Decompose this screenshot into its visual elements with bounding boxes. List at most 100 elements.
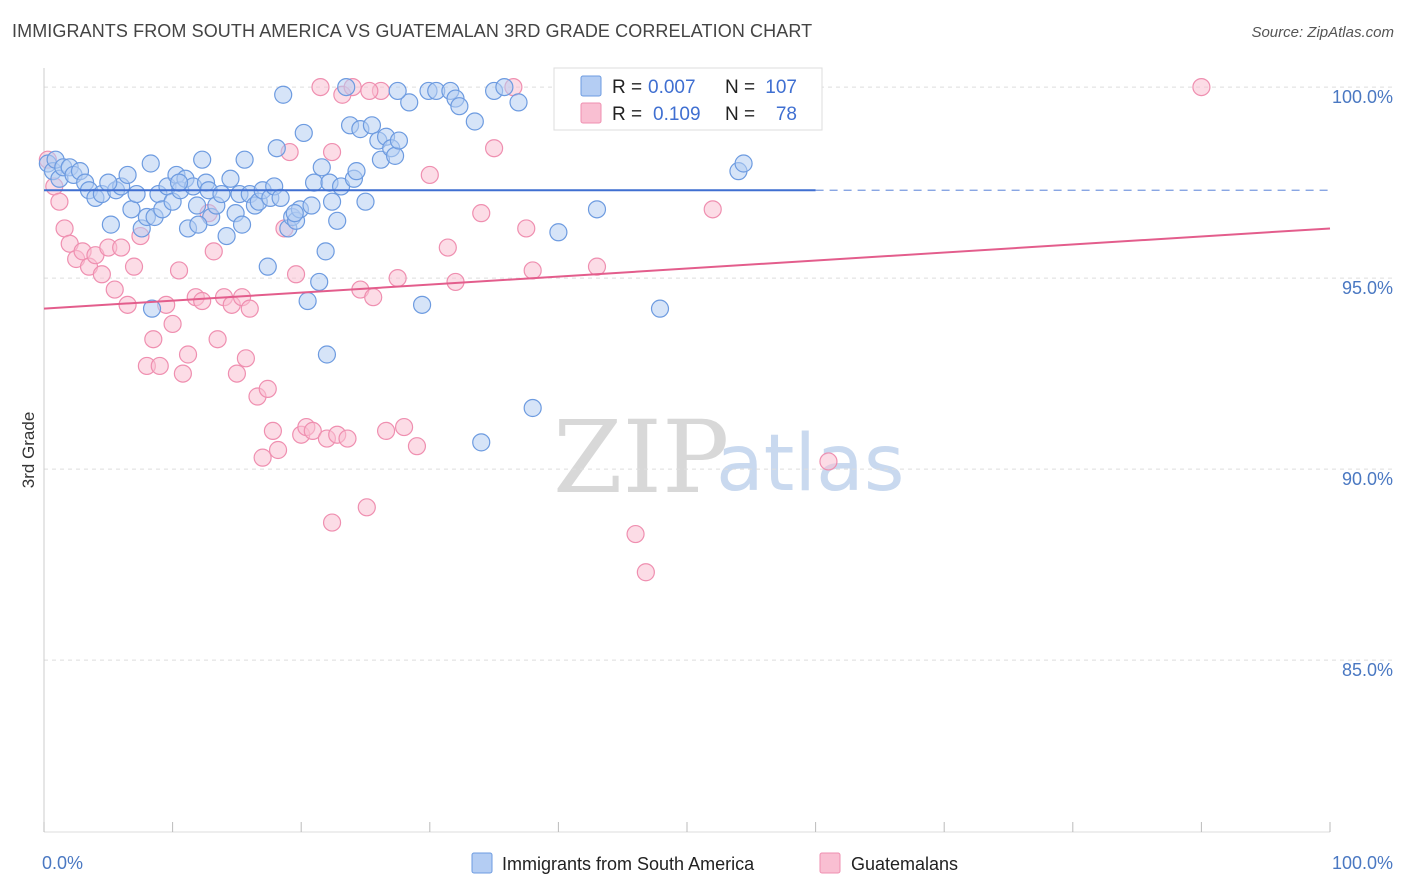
- watermark-atlas: atlas: [716, 419, 905, 509]
- data-point-south-america: [141, 154, 160, 173]
- stats-swatch-pink: [580, 102, 602, 124]
- data-point-south-america: [212, 184, 231, 204]
- y-tick-label: 100.0%: [1332, 87, 1393, 107]
- data-point-guatemalans: [438, 238, 457, 257]
- data-point-guatemalans: [268, 440, 288, 460]
- data-point-south-america: [267, 139, 286, 158]
- data-point-guatemalans: [322, 513, 342, 532]
- data-point-guatemalans: [364, 288, 383, 307]
- data-point-south-america: [142, 299, 162, 318]
- data-point-guatemalans: [626, 524, 645, 544]
- x-tick-label-right: 100.0%: [1332, 853, 1393, 873]
- data-point-south-america: [509, 93, 528, 112]
- y-tick-label: 85.0%: [1342, 660, 1393, 680]
- stats-n-value-pink: 78: [776, 104, 797, 125]
- data-point-guatemalans: [357, 498, 376, 517]
- x-tick-label-left: 0.0%: [42, 853, 83, 873]
- data-point-south-america: [587, 200, 607, 219]
- x-tick-marks: [43, 822, 1331, 832]
- series-guatemalans-points: [38, 77, 1211, 582]
- data-point-guatemalans: [1192, 77, 1211, 97]
- data-point-guatemalans: [587, 257, 607, 276]
- stats-n-label-blue: N =: [725, 77, 755, 98]
- data-point-south-america: [328, 211, 347, 230]
- data-point-guatemalans: [193, 291, 212, 311]
- data-point-south-america: [495, 77, 514, 97]
- data-point-south-america: [118, 165, 137, 185]
- data-point-south-america: [285, 204, 304, 223]
- data-point-guatemalans: [124, 257, 144, 276]
- data-point-south-america: [317, 345, 337, 364]
- data-point-guatemalans: [105, 280, 124, 299]
- legend-label-blue: Immigrants from South America: [502, 854, 755, 874]
- trend-line-guatemalans: [43, 227, 1331, 310]
- data-point-south-america: [465, 112, 484, 131]
- data-point-south-america: [302, 196, 321, 215]
- data-point-south-america: [400, 93, 419, 112]
- data-point-guatemalans: [322, 142, 342, 162]
- data-point-guatemalans: [50, 192, 69, 211]
- data-point-guatemalans: [485, 139, 504, 158]
- data-point-guatemalans: [360, 81, 379, 101]
- data-point-south-america: [734, 154, 753, 173]
- data-point-guatemalans: [311, 77, 330, 97]
- data-point-guatemalans: [253, 448, 272, 467]
- data-point-south-america: [549, 223, 568, 242]
- data-point-guatemalans: [240, 299, 259, 318]
- data-point-south-america: [356, 192, 375, 211]
- stats-n-value-blue: 107: [765, 77, 797, 98]
- data-point-south-america: [385, 146, 405, 165]
- data-point-guatemalans: [819, 452, 838, 471]
- watermark-zip: ZIP: [553, 399, 729, 516]
- stats-n-label-pink: N =: [725, 104, 755, 125]
- data-point-south-america: [337, 77, 356, 97]
- data-point-south-america: [316, 242, 335, 261]
- data-point-south-america: [221, 169, 240, 188]
- data-point-guatemalans: [118, 295, 137, 314]
- data-point-south-america: [294, 123, 313, 143]
- data-point-guatemalans: [178, 345, 198, 364]
- data-point-guatemalans: [394, 417, 414, 437]
- y-tick-label: 95.0%: [1342, 278, 1393, 298]
- series-south-america-points: [38, 77, 753, 452]
- legend: Immigrants from South America Guatemalan…: [471, 852, 958, 874]
- data-point-south-america: [523, 398, 542, 418]
- data-point-guatemalans: [163, 314, 182, 334]
- stats-swatch-blue: [580, 75, 602, 97]
- data-point-south-america: [388, 81, 407, 101]
- data-point-guatemalans: [407, 437, 427, 456]
- data-point-guatemalans: [144, 330, 163, 349]
- data-point-south-america: [193, 150, 212, 169]
- stats-r-value-pink: 0.109: [653, 104, 701, 125]
- data-point-south-america: [472, 433, 491, 452]
- y-axis-label: 3rd Grade: [19, 412, 38, 489]
- data-point-south-america: [99, 173, 118, 192]
- data-point-guatemalans: [204, 242, 223, 261]
- data-point-guatemalans: [388, 269, 407, 288]
- data-point-south-america: [101, 215, 120, 234]
- data-point-south-america: [235, 150, 254, 169]
- data-point-guatemalans: [208, 330, 227, 349]
- data-point-guatemalans: [286, 265, 306, 284]
- data-point-south-america: [274, 85, 293, 104]
- data-point-guatemalans: [517, 219, 536, 238]
- data-point-guatemalans: [169, 261, 189, 280]
- data-point-south-america: [169, 173, 189, 192]
- data-point-guatemalans: [420, 165, 439, 185]
- data-point-guatemalans: [523, 261, 542, 280]
- data-point-guatemalans: [258, 379, 277, 398]
- y-tick-label: 90.0%: [1342, 469, 1393, 489]
- data-point-south-america: [217, 226, 236, 246]
- data-point-guatemalans: [55, 219, 74, 238]
- data-point-south-america: [232, 215, 252, 234]
- data-point-guatemalans: [303, 421, 322, 440]
- legend-swatch-pink: [819, 852, 841, 874]
- data-point-south-america: [127, 184, 146, 204]
- data-point-south-america: [310, 272, 329, 292]
- data-point-guatemalans: [338, 429, 357, 448]
- data-point-south-america: [362, 116, 382, 135]
- data-point-south-america: [650, 299, 670, 318]
- data-point-guatemalans: [173, 364, 192, 383]
- data-point-south-america: [298, 291, 317, 311]
- data-point-south-america: [347, 162, 366, 181]
